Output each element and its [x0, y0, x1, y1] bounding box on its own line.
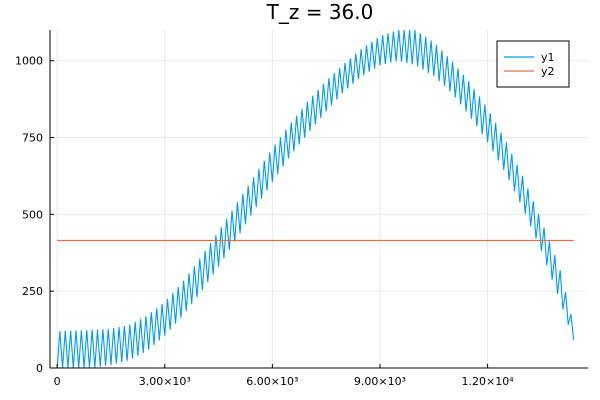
y-tick-label: 750 [22, 132, 43, 145]
legend-label-y1: y1 [541, 51, 555, 64]
chart-title: T_z = 36.0 [266, 0, 374, 24]
legend-label-y2: y2 [541, 65, 555, 78]
axes [49, 30, 588, 369]
x-tick-label: 9.00×10³ [354, 375, 406, 388]
y-tick-label: 500 [22, 208, 43, 221]
tick-labels: 0 3.00×10³ 6.00×10³ 9.00×10³ 1.20×10⁴ 0 250 500… [15, 55, 514, 388]
x-tick-label: 0 [54, 375, 61, 388]
y-tick-label: 1000 [15, 55, 43, 68]
x-tick-label: 6.00×10³ [246, 375, 298, 388]
x-tick-label: 3.00×10³ [139, 375, 191, 388]
y-tick-label: 0 [36, 362, 43, 375]
series-y1-line [56, 30, 575, 368]
x-tick-label: 1.20×10⁴ [462, 375, 515, 388]
y-tick-label: 250 [22, 285, 43, 298]
legend-box [496, 40, 570, 88]
plot-area [56, 30, 575, 368]
